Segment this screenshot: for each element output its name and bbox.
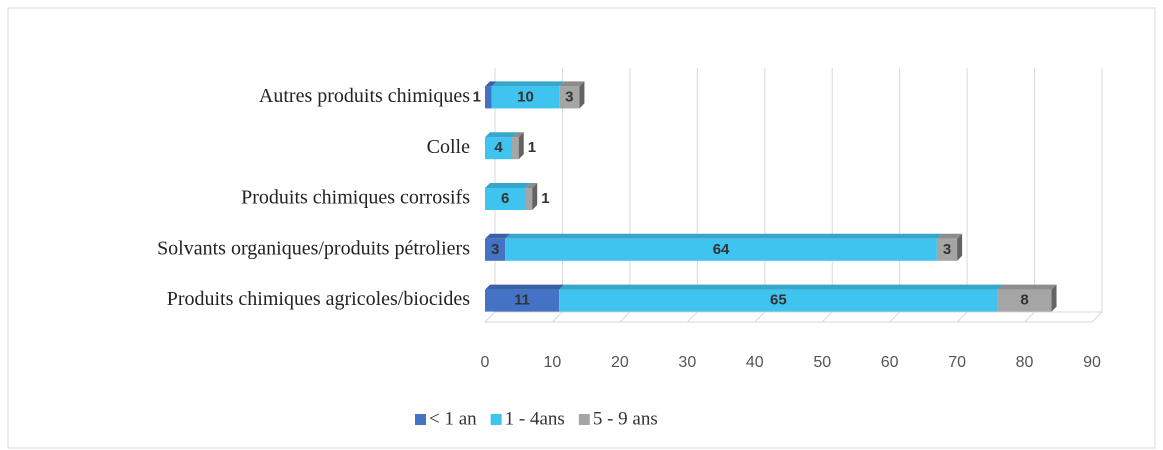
bar [997, 289, 1052, 312]
data-label: 3 [491, 241, 499, 258]
legend-swatch [490, 414, 502, 425]
grid-line [552, 311, 563, 323]
bar-top [511, 132, 524, 138]
bar-side [957, 233, 963, 261]
x-tick-label: 70 [948, 354, 966, 371]
bar-top [491, 81, 565, 87]
grid-line [1024, 311, 1035, 323]
category-label: Produits chimiques agricoles/biocides [167, 288, 470, 310]
category-label: Autres produits chimiques [259, 85, 470, 107]
data-label: 65 [770, 292, 787, 309]
bar-top [485, 233, 511, 239]
bar-top [505, 233, 942, 239]
bar-top [485, 284, 565, 290]
chart-frame [7, 7, 1156, 449]
bar-top [485, 81, 497, 87]
bar-top [525, 183, 538, 188]
grid-line [1091, 311, 1103, 323]
data-label: 8 [1020, 292, 1028, 309]
grid-line [754, 311, 766, 323]
bar-top [936, 233, 963, 239]
x-tick-label: 80 [1016, 354, 1034, 371]
bar [559, 86, 580, 109]
legend-swatch [415, 414, 426, 425]
category-label: Solvants organiques/produits pétroliers [157, 237, 470, 259]
bar-side [1051, 284, 1057, 312]
bar [559, 289, 998, 312]
x-tick-label: 50 [813, 354, 831, 371]
grid-line [821, 311, 833, 323]
bar-top [485, 183, 531, 188]
bar-side [579, 81, 585, 109]
bar [485, 137, 512, 160]
x-tick-label: 20 [611, 354, 629, 371]
bar-top [559, 81, 585, 87]
data-label: 64 [713, 241, 730, 258]
x-tick-label: 90 [1083, 354, 1101, 371]
data-label: 11 [514, 292, 530, 309]
bar [936, 238, 958, 261]
bar-top [485, 132, 517, 138]
category-label: Colle [427, 136, 470, 158]
bar [505, 238, 937, 261]
data-label: 3 [565, 88, 573, 105]
data-label: 1 [541, 190, 549, 207]
bar [485, 289, 560, 312]
legend-label: 5 - 9 ans [593, 408, 658, 429]
bar-top [559, 284, 1003, 290]
data-label: 6 [501, 190, 509, 207]
legend-label: 1 - 4ans [505, 408, 565, 429]
x-tick-label: 10 [544, 354, 562, 371]
grid-line [956, 311, 968, 323]
x-tick-label: 0 [481, 354, 490, 371]
category-label: Produits chimiques corrosifs [241, 187, 470, 209]
grid-line [889, 311, 901, 323]
bar [511, 137, 519, 160]
x-tick-label: 60 [881, 354, 899, 371]
data-label: 3 [943, 241, 951, 258]
bar [485, 86, 492, 109]
bar-side [518, 132, 524, 160]
bar [491, 86, 560, 109]
data-label: 4 [494, 139, 503, 156]
bar-top [997, 284, 1057, 290]
data-label: 1 [528, 139, 536, 156]
bar [485, 238, 506, 261]
data-label: 1 [473, 88, 481, 105]
bar [485, 188, 526, 210]
grid-line [619, 311, 631, 323]
x-tick-label: 30 [678, 354, 696, 371]
data-label: 10 [517, 88, 534, 105]
legend-swatch [578, 414, 590, 425]
bar [525, 188, 533, 210]
grid-line [686, 311, 698, 323]
x-tick-label: 40 [746, 354, 764, 371]
legend-label: < 1 an [429, 408, 477, 429]
grid-line [484, 311, 496, 323]
bar-side [532, 183, 538, 210]
